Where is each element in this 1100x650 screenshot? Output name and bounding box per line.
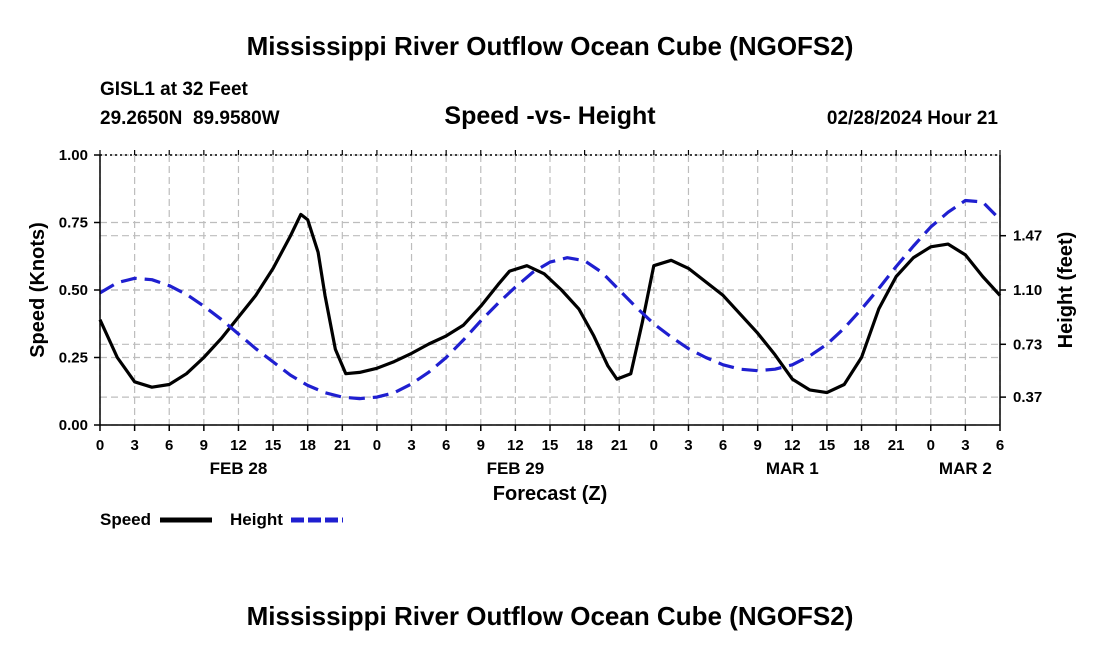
x-tick-label: 21 (888, 437, 905, 454)
x-tick-label: 9 (754, 437, 762, 454)
chart-title: Speed -vs- Height (444, 102, 656, 130)
footer-title: Mississippi River Outflow Ocean Cube (NG… (247, 601, 854, 631)
station-name: GISL1 at 32 Feet (100, 79, 249, 100)
x-tick-label: 3 (130, 437, 138, 454)
x-tick-label: 9 (200, 437, 208, 454)
x-tick-label: 3 (407, 437, 415, 454)
x-tick-label: 18 (853, 437, 870, 454)
date-label: FEB 29 (487, 459, 545, 478)
y-tick-label: 0.00 (59, 417, 88, 434)
y-tick-label: 1.00 (59, 147, 88, 164)
grid (99, 154, 1001, 426)
x-tick-label: 0 (373, 437, 381, 454)
y-tick-label: 0.50 (59, 282, 88, 299)
x-tick-label: 12 (230, 437, 247, 454)
date-label: MAR 2 (939, 459, 992, 478)
x-tick-label: 21 (334, 437, 351, 454)
x-tick-label: 6 (442, 437, 450, 454)
station-coords: 29.2650N 89.9580W (100, 108, 280, 129)
x-tick-label: 12 (507, 437, 524, 454)
x-tick-label: 6 (165, 437, 173, 454)
x-tick-label: 12 (784, 437, 801, 454)
y2-tick-label: 0.73 (1013, 336, 1042, 353)
axes: 0 3 6 9 12 15 18 21 0 3 6 9 12 15 18 21 0 3 6 9 12 15 18 21 0 3 6 F… (59, 147, 1042, 478)
x-axis-label: Forecast (Z) (493, 483, 607, 505)
page-title: Mississippi River Outflow Ocean Cube (NG… (247, 31, 854, 61)
x-tick-label: 3 (961, 437, 969, 454)
y2-tick-label: 1.47 (1013, 228, 1042, 245)
series-layer (98, 198, 1002, 401)
legend-label-speed: Speed (100, 510, 151, 529)
x-tick-label: 15 (819, 437, 836, 454)
x-tick-label: 0 (927, 437, 935, 454)
x-tick-label: 3 (684, 437, 692, 454)
x-tick-label: 6 (719, 437, 727, 454)
x-tick-label: 0 (650, 437, 658, 454)
x-tick-label: 15 (265, 437, 282, 454)
x-tick-label: 18 (576, 437, 593, 454)
legend-label-height: Height (230, 510, 283, 529)
y-axis-label: Speed (Knots) (27, 222, 49, 358)
y2-axis-label: Height (feet) (1055, 232, 1077, 349)
y-tick-label: 0.25 (59, 350, 88, 367)
x-tick-label: 18 (299, 437, 316, 454)
x-tick-label: 9 (477, 437, 485, 454)
x-tick-label: 6 (996, 437, 1004, 454)
series-line-speed (98, 212, 1002, 395)
legend: Speed Height (100, 510, 343, 529)
y2-tick-label: 1.10 (1013, 282, 1042, 299)
series-line-height (99, 198, 1002, 401)
date-label: FEB 28 (210, 459, 268, 478)
x-tick-label: 15 (542, 437, 559, 454)
date-label: MAR 1 (766, 459, 819, 478)
x-tick-label: 0 (96, 437, 104, 454)
forecast-datetime: 02/28/2024 Hour 21 (827, 108, 999, 129)
y2-tick-label: 0.37 (1013, 389, 1042, 406)
y-tick-label: 0.75 (59, 215, 88, 232)
x-tick-label: 21 (611, 437, 628, 454)
